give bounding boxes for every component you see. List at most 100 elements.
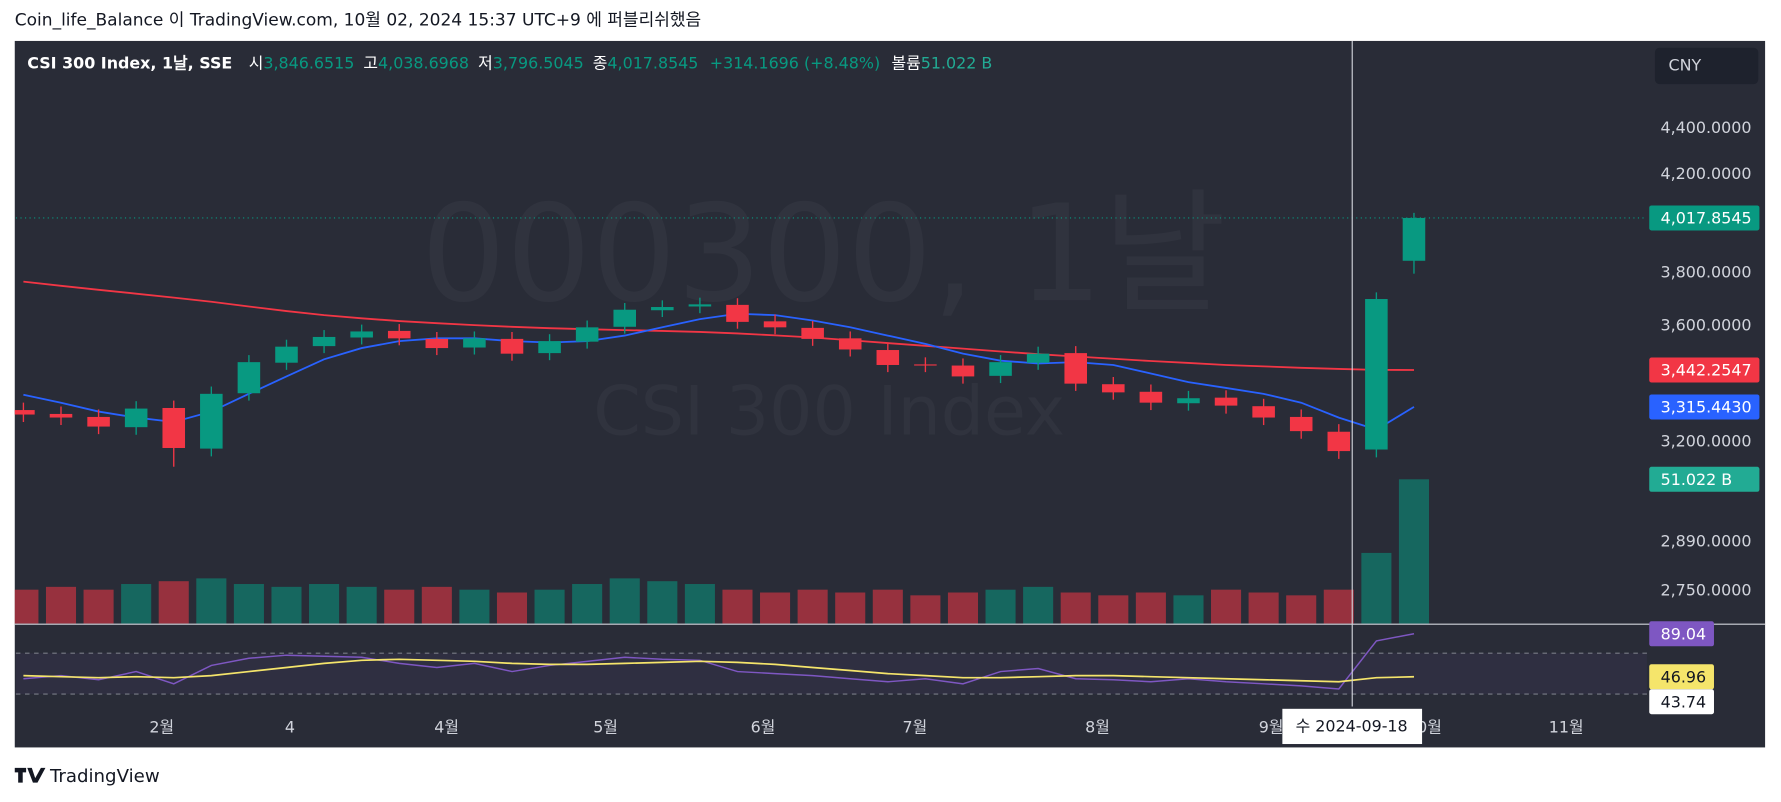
- candle-body: [275, 346, 298, 363]
- volume-bar: [985, 589, 1016, 624]
- rsi-line: [23, 633, 1415, 690]
- rsi-ma-line: [23, 658, 1415, 683]
- candle-body: [425, 338, 449, 349]
- value-badge-label: 46.96: [1661, 667, 1707, 686]
- volume-bar: [384, 589, 415, 624]
- volume-bar: [797, 589, 828, 624]
- x-tick-label: 7월: [903, 718, 928, 737]
- candle-body: [1102, 384, 1125, 393]
- x-tick-label: 2월: [149, 718, 174, 737]
- chart-legend: CSI 300 Index, 1날, SSE 시3,846.6515 고4,038…: [27, 53, 992, 72]
- volume-bar: [309, 584, 340, 624]
- candle-body: [538, 341, 561, 354]
- volume-bar: [1323, 589, 1354, 624]
- volume-bar: [1173, 595, 1204, 624]
- axes: 2,750.0000 2,890.0000 3,200.0000 3,600.0000…: [149, 118, 1751, 737]
- value-badge: [1649, 205, 1760, 231]
- value-badge: [1649, 621, 1714, 647]
- currency-label: CNY: [1669, 55, 1702, 74]
- y-tick-label: 2,750.0000: [1660, 580, 1751, 599]
- watermark-symbol: 000300, 1날: [421, 176, 1226, 332]
- candle-body: [876, 350, 900, 365]
- legend-label: 고: [363, 53, 378, 72]
- x-tick-label: 4: [285, 718, 295, 737]
- value-badge-label: 4,017.8545: [1661, 209, 1752, 228]
- volume-bar: [1248, 592, 1279, 624]
- volume-bar: [1211, 589, 1242, 624]
- volume-bar: [45, 586, 77, 624]
- candle-body: [838, 338, 862, 350]
- volume-bar: [1398, 479, 1429, 624]
- candle-body: [801, 327, 824, 339]
- volume-bar: [947, 592, 979, 624]
- y-tick-label: 4,200.0000: [1660, 164, 1751, 183]
- candle-body: [124, 408, 148, 428]
- value-badge-label: 89.04: [1661, 624, 1707, 643]
- candle-body: [1214, 397, 1238, 406]
- volume-bar: [459, 589, 490, 624]
- price-pane: [14, 212, 1647, 624]
- legend-value: 4,038.6968: [378, 53, 469, 72]
- candle-body: [989, 362, 1012, 376]
- legend-label: 시: [249, 53, 264, 72]
- volume-bar: [1023, 586, 1054, 624]
- value-badge-label: 3,315.4430: [1661, 398, 1752, 417]
- candle-body: [726, 304, 749, 322]
- candle-body: [237, 362, 261, 394]
- candle-body: [14, 410, 35, 415]
- candle-body: [49, 413, 73, 418]
- value-badge-label: 51.022 B: [1661, 470, 1733, 489]
- volume-bar: [1286, 595, 1317, 624]
- currency-button[interactable]: [1654, 47, 1759, 85]
- legend-label: 저: [478, 53, 493, 72]
- legend-volume-value: 51.022 B: [921, 53, 993, 72]
- publish-line: Coin_life_Balance 이 TradingView.com, 10월…: [15, 10, 701, 30]
- volume-bar: [835, 592, 866, 624]
- volume-bar: [647, 581, 678, 624]
- candle-body: [200, 393, 223, 449]
- candle-body: [162, 407, 186, 448]
- value-badge: [1649, 466, 1760, 492]
- x-tick-label: 9월: [1259, 718, 1284, 737]
- volume-bar: [572, 584, 603, 624]
- value-badges: 4,017.8545 3,442.2547 3,315.4430 51.022 B 89…: [1649, 205, 1760, 715]
- candle-body: [914, 364, 937, 366]
- volume-bar: [233, 584, 264, 624]
- value-badge-label: 3,442.2547: [1661, 361, 1752, 380]
- moving-average: [23, 280, 1415, 371]
- logo-icon: [14, 767, 46, 783]
- volume-bar: [83, 589, 114, 624]
- candle-body: [1289, 416, 1313, 432]
- volume-bar: [346, 586, 377, 624]
- candle-body: [1026, 353, 1050, 363]
- chart-panel: [14, 40, 1766, 748]
- volume-bar: [14, 589, 39, 624]
- candle-body: [1064, 353, 1087, 384]
- candle-body: [87, 416, 110, 427]
- x-tick-label: 8월: [1085, 718, 1110, 737]
- x-tick-label: 4월: [434, 718, 459, 737]
- logo-text: TradingView: [49, 766, 160, 787]
- candle-body: [387, 330, 411, 339]
- volume-bar: [722, 589, 753, 624]
- x-tick-label: 5월: [593, 718, 618, 737]
- volume-bar: [421, 586, 452, 624]
- candle-body: [1327, 431, 1351, 452]
- candle-body: [463, 338, 486, 348]
- value-badge: [1649, 689, 1714, 715]
- rsi-pane: [15, 633, 1647, 695]
- chart-title: CSI 300 Index, 1날, SSE: [27, 53, 232, 72]
- legend-value: 4,017.8545: [607, 53, 698, 72]
- legend-values: 시3,846.6515 고4,038.6968 저3,796.5045 종4,017.…: [249, 53, 993, 72]
- candle-body: [1402, 217, 1426, 261]
- candle-body: [1139, 391, 1163, 403]
- legend-label: 종: [593, 53, 608, 72]
- legend-value: 3,846.6515: [263, 53, 354, 72]
- volume-bar: [1098, 595, 1129, 624]
- y-tick-label: 4,400.0000: [1660, 118, 1751, 137]
- crosshair-date: 수 2024-09-18: [1296, 716, 1408, 735]
- candle-body: [1177, 398, 1200, 404]
- candle-body: [312, 336, 336, 347]
